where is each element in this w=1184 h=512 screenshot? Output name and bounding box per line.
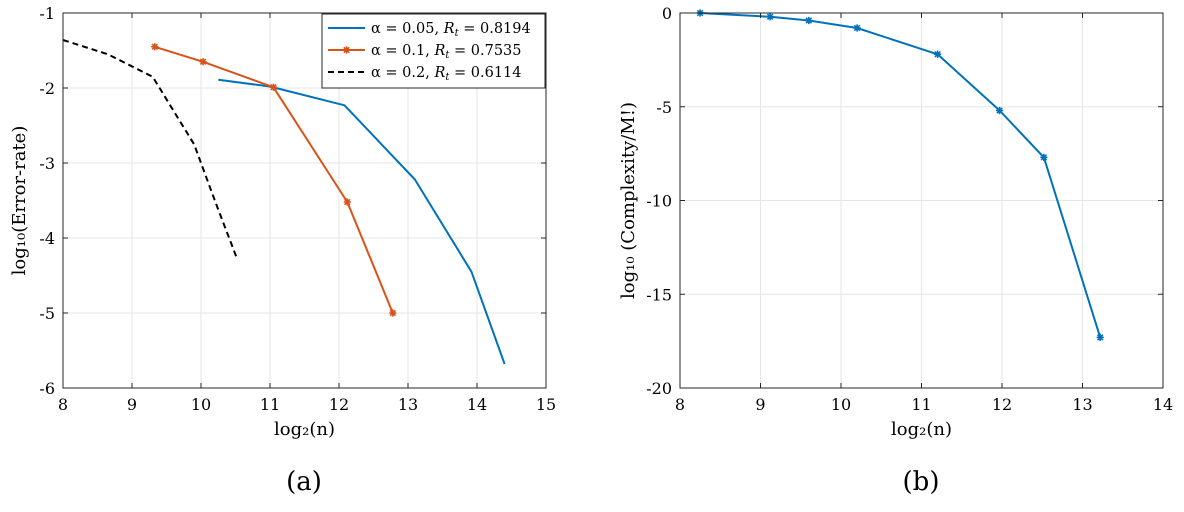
series-1 bbox=[151, 43, 397, 317]
panel-caption: (b) bbox=[903, 467, 940, 497]
y-tick-label: -10 bbox=[646, 192, 672, 211]
x-tick-label: 15 bbox=[536, 395, 556, 414]
legend-marker bbox=[342, 46, 351, 54]
x-tick-label: 10 bbox=[191, 395, 211, 414]
data-point bbox=[766, 13, 774, 21]
x-tick-label: 11 bbox=[260, 395, 280, 414]
x-tick-label: 11 bbox=[911, 395, 931, 414]
chart-panel-b: 8 9 10 11 12 13 14 0 -5 -10 -15 -20 log₂(n) log₁₀ (Co… bbox=[618, 4, 1173, 497]
data-point bbox=[343, 198, 351, 206]
x-tick-label: 13 bbox=[398, 395, 418, 414]
y-tick-label: -6 bbox=[39, 379, 55, 398]
legend-alpha: α = 0.1, bbox=[371, 43, 434, 59]
legend-sub: t bbox=[445, 50, 450, 61]
y-tick-label: -20 bbox=[646, 379, 672, 398]
panel-caption: (a) bbox=[286, 467, 322, 497]
data-point bbox=[853, 24, 861, 32]
x-axis-label: log₂(n) bbox=[891, 419, 952, 440]
chart-panel-a: 8 9 10 11 12 13 14 15 -1 -2 -3 -4 -5 -6 log₂(n) log₁₀(E… bbox=[9, 4, 556, 497]
x-tick-label: 10 bbox=[831, 395, 851, 414]
data-point bbox=[934, 50, 942, 58]
legend-entry: α = 0.2, Rt = 0.6114 bbox=[371, 65, 522, 83]
legend-r: R bbox=[433, 65, 445, 81]
y-tick-label: 0 bbox=[662, 4, 672, 23]
data-point bbox=[1096, 333, 1104, 341]
legend-r: R bbox=[443, 21, 455, 37]
series-line bbox=[218, 78, 506, 365]
data-point bbox=[269, 83, 278, 91]
legend-sub: t bbox=[455, 28, 460, 39]
legend-value: = 0.6114 bbox=[449, 65, 521, 81]
x-axis-label: log₂(n) bbox=[274, 419, 335, 440]
x-tick-label: 12 bbox=[329, 395, 349, 414]
legend-entry: α = 0.05, Rt = 0.8194 bbox=[371, 21, 531, 39]
x-tick-label: 8 bbox=[675, 395, 685, 414]
data-point bbox=[199, 58, 207, 66]
legend: α = 0.05, Rt = 0.8194 α = 0.1, Rt = 0.753… bbox=[321, 13, 546, 89]
y-axis-label: log₁₀(Error-rate) bbox=[9, 126, 30, 276]
y-tick-label: -15 bbox=[646, 285, 672, 304]
y-tick-label: -3 bbox=[39, 154, 55, 173]
legend-value: = 0.8194 bbox=[459, 21, 531, 37]
x-tick-label: 9 bbox=[755, 395, 765, 414]
x-tick-label: 13 bbox=[1072, 395, 1092, 414]
x-tick-label: 12 bbox=[992, 395, 1012, 414]
data-point bbox=[1040, 153, 1048, 161]
x-tick-label: 14 bbox=[467, 395, 487, 414]
x-tick-label: 8 bbox=[58, 395, 68, 414]
y-tick-label: -5 bbox=[656, 98, 672, 117]
y-tick-label: -4 bbox=[39, 229, 55, 248]
legend-alpha: α = 0.2, bbox=[371, 65, 434, 81]
y-tick-label: -1 bbox=[39, 4, 55, 23]
data-point bbox=[995, 106, 1004, 115]
x-tick-label: 9 bbox=[127, 395, 137, 414]
data-point bbox=[151, 43, 159, 51]
x-tick-label: 14 bbox=[1153, 395, 1173, 414]
legend-value: = 0.7535 bbox=[449, 43, 521, 59]
legend-sub: t bbox=[445, 72, 450, 83]
y-tick-label: -2 bbox=[39, 79, 55, 98]
data-point bbox=[389, 309, 397, 317]
legend-alpha: α = 0.05, bbox=[371, 21, 444, 37]
y-axis-label: log₁₀ (Complexity/M!) bbox=[618, 102, 639, 299]
data-point bbox=[805, 16, 813, 25]
series-line bbox=[700, 12, 1102, 338]
legend-entry: α = 0.1, Rt = 0.7535 bbox=[371, 43, 522, 61]
series-0 bbox=[218, 78, 506, 365]
axes-box bbox=[62, 12, 547, 389]
legend-r: R bbox=[433, 43, 445, 59]
y-tick-label: -5 bbox=[39, 304, 55, 323]
